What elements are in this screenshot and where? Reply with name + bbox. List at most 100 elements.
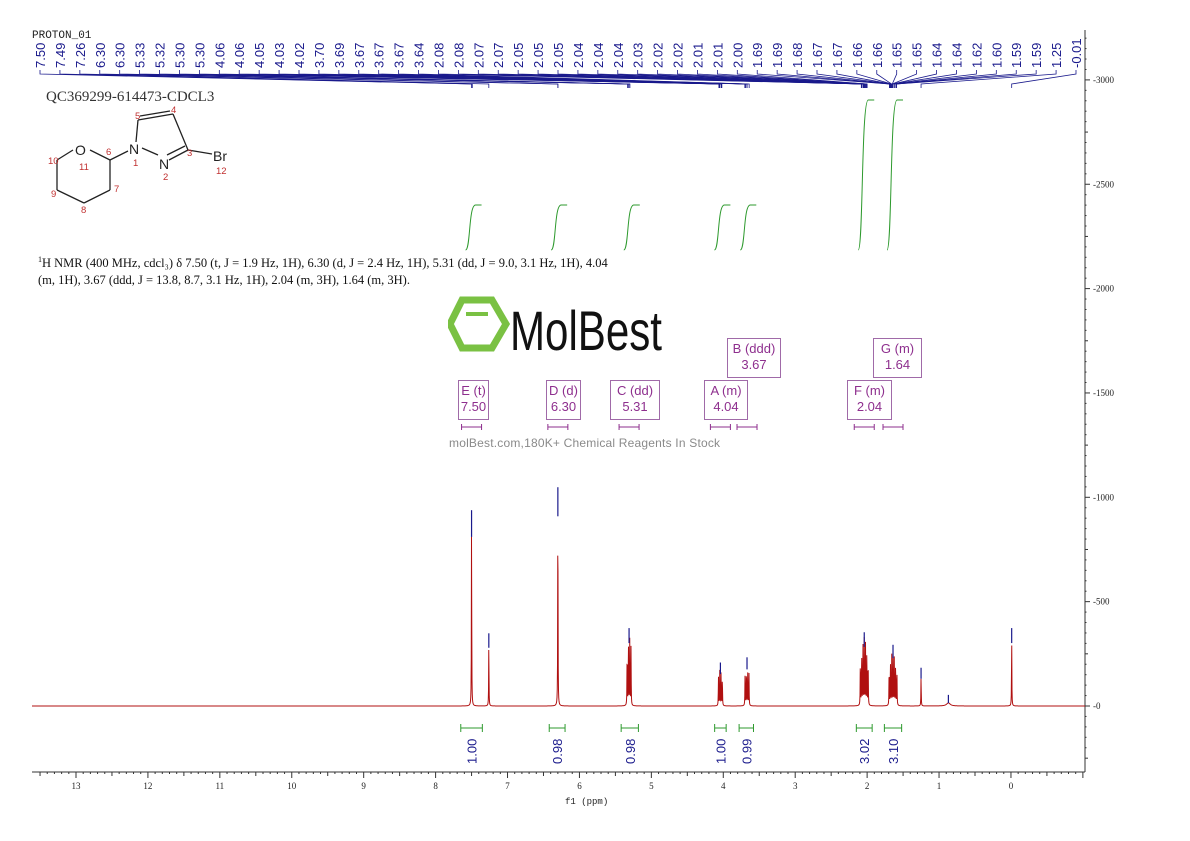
peak-label-connector [896, 70, 1037, 88]
integral-value: 0.99 [739, 739, 754, 764]
x-tick-label: 6 [577, 781, 582, 791]
x-axis-label: f1 (ppm) [565, 797, 608, 807]
integral-curve [623, 204, 640, 251]
multiplet-shift: 1.64 [884, 357, 911, 372]
sample-id: QC369299-614473-CDCL3 [46, 89, 215, 105]
peak-label: 1.66 [850, 43, 865, 68]
peak-label-connector [418, 70, 750, 88]
peak-label: 1.68 [790, 43, 805, 68]
peak-label: 2.04 [611, 43, 626, 68]
peak-label: 2.08 [451, 43, 466, 68]
integral-bracket [620, 724, 639, 732]
integral-value: 1.00 [465, 739, 480, 764]
x-tick-label: 9 [361, 781, 366, 791]
multiplet-range [736, 424, 758, 430]
peak-label-connector [198, 70, 631, 88]
atom-number: 8 [81, 205, 86, 216]
multiplet-label: D (d) [549, 383, 578, 398]
peak-label-connector [776, 70, 890, 88]
peak-label: 5.33 [133, 43, 148, 68]
peak-label-connector [617, 70, 865, 88]
multiplet-range [618, 424, 640, 430]
peak-label: 2.07 [491, 43, 506, 68]
y-tick-label: -2500 [1093, 179, 1114, 189]
multiplet-range [882, 424, 904, 430]
multiplet-range [461, 424, 483, 430]
peak-label: 1.69 [770, 43, 785, 68]
multiplet-range [709, 424, 731, 430]
integral-curve [550, 204, 568, 251]
integral-curve [857, 99, 875, 251]
peak-label: 2.01 [690, 43, 705, 68]
peak-label: 2.05 [531, 43, 546, 68]
multiplet-shift: 6.30 [550, 399, 577, 414]
x-tick-label: 4 [721, 781, 726, 791]
peak-label: 2.00 [730, 43, 745, 68]
peak-label: 7.26 [73, 43, 88, 68]
multiplet-label: C (dd) [616, 383, 654, 398]
y-tick-label: -3000 [1093, 75, 1114, 85]
x-tick-label: 5 [649, 781, 654, 791]
peak-label-connector [59, 70, 473, 88]
multiplet-shift: 3.67 [741, 357, 767, 372]
watermark-tagline: molBest.com,180K+ Chemical Reagents In S… [449, 436, 721, 450]
integral-curve [886, 99, 904, 251]
atom-n1: N [129, 141, 139, 157]
experiment-name: PROTON_01 [32, 30, 92, 42]
peak-label: 3.67 [392, 43, 407, 68]
atom-number: 9 [51, 189, 56, 200]
peak-label: 1.60 [989, 43, 1004, 68]
atom-number: 2 [163, 172, 168, 183]
integral-value: 3.02 [857, 739, 872, 764]
atom-number: 1 [133, 158, 138, 169]
peak-label: 1.62 [969, 43, 984, 68]
peak-label: 1.67 [830, 43, 845, 68]
peak-label: 2.02 [671, 43, 686, 68]
superscript: 1 [38, 255, 42, 264]
peak-label: 7.50 [33, 43, 48, 68]
peak-label: 2.01 [710, 43, 725, 68]
peak-label-connector [894, 70, 977, 88]
x-tick-label: 10 [287, 781, 297, 791]
peak-label-connector [920, 70, 1057, 88]
peak-label: 5.30 [172, 43, 187, 68]
multiplet-label: B (ddd) [732, 341, 776, 356]
atom-number: 4 [171, 105, 176, 116]
peak-label: 4.06 [212, 43, 227, 68]
peak-label: 4.02 [292, 43, 307, 68]
y-tick-label: -0 [1093, 701, 1101, 711]
x-tick-label: 0 [1009, 781, 1014, 791]
x-tick-label: 13 [72, 781, 82, 791]
peak-label-connector [836, 70, 892, 88]
peak-label-connector [892, 70, 957, 88]
multiplet-label: G (m) [880, 341, 915, 356]
x-tick-label: 3 [793, 781, 798, 791]
peak-label: 4.06 [232, 43, 247, 68]
peak-label-connector [736, 70, 868, 88]
nmr-description: 1H NMR (400 MHz, cdcl₃) δ 7.50 (t, J = 1… [38, 251, 618, 289]
multiplet-shift: 5.31 [622, 399, 648, 414]
peak-label: 2.04 [571, 43, 586, 68]
y-tick-label: -1500 [1093, 388, 1114, 398]
integral-value: 0.98 [623, 739, 638, 764]
peak-label: -0.01 [1069, 38, 1084, 68]
peak-label-connector [298, 70, 723, 88]
peak-label-connector [796, 70, 891, 88]
peak-label: 4.05 [252, 43, 267, 68]
peak-label: 1.59 [1029, 43, 1044, 68]
multiplet-box: A (m) 4.04 [704, 380, 748, 420]
atom-number: 6 [106, 147, 111, 158]
integral-bracket [738, 724, 754, 732]
peak-label-connector [716, 70, 867, 88]
integral-curve [713, 204, 731, 251]
peak-label: 2.08 [431, 43, 446, 68]
peak-label: 1.65 [910, 43, 925, 68]
integral-bracket [714, 724, 727, 732]
peak-label-connector [119, 70, 559, 88]
multiplet-range [547, 424, 569, 430]
peak-label-connector [892, 70, 937, 88]
multiplet-label: A (m) [710, 383, 742, 398]
multiplet-box: G (m) 1.64 [873, 338, 922, 378]
peak-label: 1.67 [810, 43, 825, 68]
